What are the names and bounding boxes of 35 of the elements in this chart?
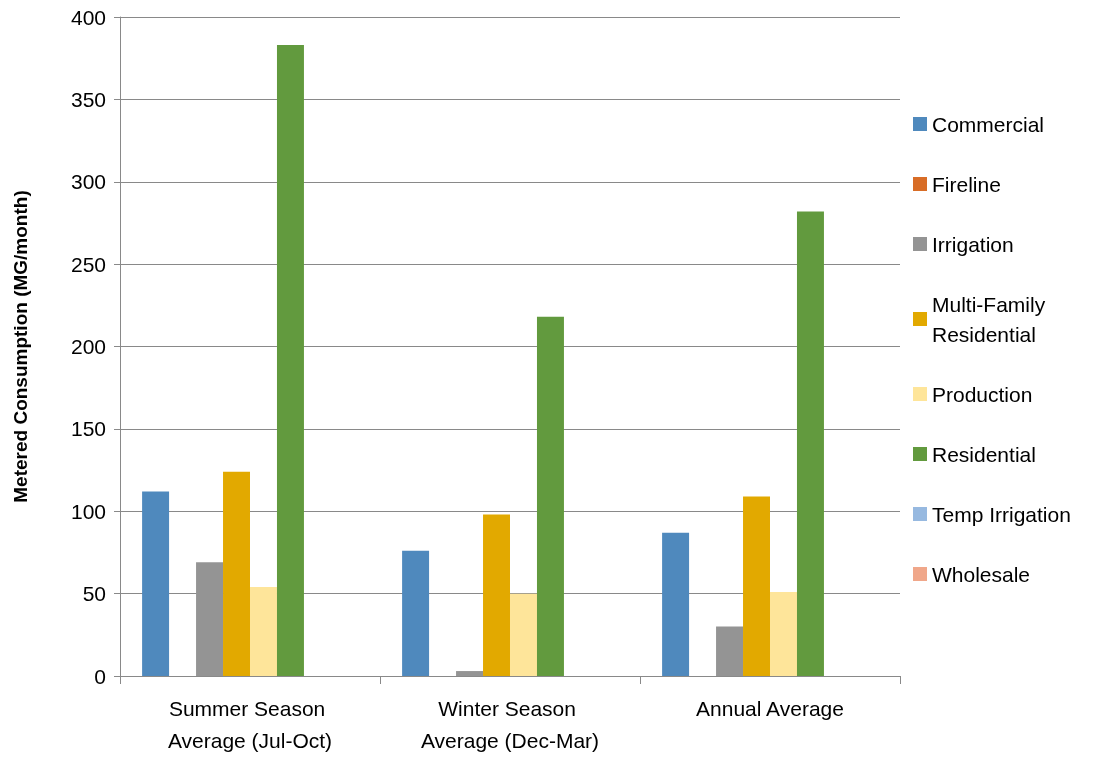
legend-label: Residential <box>932 442 1036 466</box>
legend-label: Fireline <box>932 172 1001 196</box>
legend-label: Irrigation <box>932 232 1014 256</box>
legend-label: Wholesale <box>932 562 1031 586</box>
x-tick-label: Annual Average <box>696 696 844 720</box>
y-tick-label: 300 <box>70 170 106 194</box>
y-tick-label: 350 <box>70 87 106 111</box>
y-tick-label: 400 <box>70 5 106 29</box>
bar <box>770 591 797 676</box>
legend-label: Production <box>932 382 1033 406</box>
x-tick-label: Summer Season Average (Jul-Oct) <box>167 696 333 752</box>
bar <box>796 211 824 676</box>
y-tick-label: 250 <box>70 252 106 276</box>
bar <box>483 514 510 676</box>
bar <box>743 496 770 676</box>
bar <box>456 671 484 676</box>
y-axis-title: Metered Consumption (MG/month) <box>10 190 31 503</box>
y-tick-label: 0 <box>94 664 106 688</box>
bar <box>142 491 170 676</box>
y-tick-label: 150 <box>70 417 106 441</box>
bar <box>662 532 690 676</box>
y-tick-label: 200 <box>70 335 106 358</box>
legend-label: Commercial <box>932 112 1045 136</box>
bar <box>402 550 430 676</box>
bar <box>716 626 744 676</box>
bar <box>223 471 250 676</box>
bar <box>510 593 537 676</box>
x-tick-label: Winter Season Average (Dec-Mar) <box>420 696 600 752</box>
bar <box>536 316 564 676</box>
bar <box>276 45 304 676</box>
legend-label: Temp Irrigation <box>932 502 1071 526</box>
bar <box>250 587 277 676</box>
y-tick-label: 50 <box>82 582 106 606</box>
legend-label: Multi-Family Residential <box>932 292 1051 346</box>
y-tick-label: 100 <box>70 499 106 523</box>
